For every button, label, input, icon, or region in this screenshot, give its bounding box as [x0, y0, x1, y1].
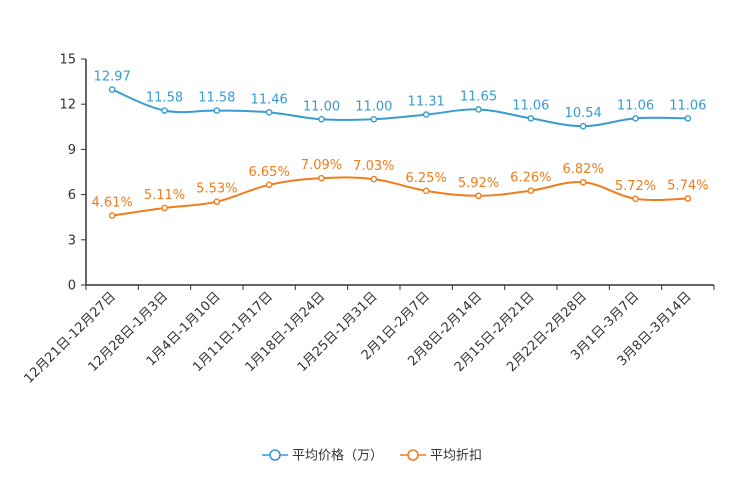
data-label: 7.03%: [353, 159, 394, 174]
series-average-discount: 4.61% 5.11% 5.53% 6.65% 7.09% 7.03% 6.25% 5.92%…: [92, 158, 708, 219]
legend-item-average-discount: 平均折扣: [400, 449, 482, 464]
data-point: [632, 195, 639, 203]
data-point: [265, 181, 273, 189]
data-point: [318, 174, 325, 182]
series-layer: 12.97 11.58 11.58 11.46 11.00 11.00 11.31 11.65…: [92, 70, 708, 219]
data-label: 12.97: [94, 70, 131, 85]
data-point: [161, 107, 168, 114]
data-label: 11.46: [251, 92, 288, 107]
y-tick-label: 3: [68, 233, 76, 248]
legend-item-average-price: 平均价格（万）: [262, 448, 383, 464]
data-point: [161, 204, 168, 212]
data-label: 11.06: [669, 98, 706, 113]
data-point: [579, 122, 587, 130]
data-point: [422, 187, 430, 195]
data-label: 5.74%: [667, 179, 708, 194]
series-line: [112, 176, 688, 217]
data-point: [370, 115, 378, 123]
data-point: [475, 106, 482, 113]
data-label: 11.00: [303, 99, 340, 114]
series-average-price: 12.97 11.58 11.58 11.46 11.00 11.00 11.31 11.65…: [94, 70, 706, 130]
data-label: 6.82%: [563, 162, 604, 177]
y-tick-label: 6: [68, 188, 76, 203]
data-point: [108, 212, 116, 219]
y-tick-label: 15: [59, 53, 76, 68]
x-tick-label: 12月21日-12月27日: [22, 289, 119, 386]
data-label: 6.25%: [406, 171, 447, 186]
data-point: [684, 115, 692, 122]
data-label: 6.65%: [249, 165, 290, 180]
data-label: 11.00: [355, 99, 392, 114]
data-label: 5.92%: [458, 176, 499, 191]
data-point: [370, 175, 378, 183]
series-line: [111, 88, 688, 128]
data-label: 10.54: [565, 106, 602, 121]
legend-label: 平均折扣: [430, 449, 482, 464]
data-label: 5.11%: [144, 188, 185, 203]
data-label: 11.31: [408, 95, 445, 110]
data-label: 11.58: [146, 91, 183, 106]
legend-marker: [269, 449, 281, 461]
data-point: [318, 115, 325, 123]
data-point: [527, 115, 535, 122]
data-point: [265, 109, 273, 116]
data-label: 6.26%: [510, 171, 551, 186]
data-label: 11.06: [617, 98, 654, 113]
y-tick-label: 12: [59, 98, 76, 113]
data-label: 7.09%: [301, 158, 342, 173]
legend-label: 平均价格（万）: [292, 448, 383, 464]
data-label: 11.65: [460, 89, 497, 104]
data-point: [213, 198, 221, 205]
data-point: [475, 192, 482, 200]
y-tick-label: 9: [68, 143, 76, 158]
y-tick-label: 0: [68, 279, 76, 294]
data-point: [527, 187, 535, 194]
data-point: [632, 115, 639, 122]
chart-legend: 平均价格（万） 平均折扣: [262, 448, 482, 464]
data-label: 5.53%: [196, 182, 237, 197]
data-point: [213, 107, 221, 114]
data-point: [579, 178, 587, 186]
data-label: 11.58: [198, 91, 235, 106]
data-label: 4.61%: [92, 196, 133, 211]
legend-marker: [407, 449, 419, 461]
data-point: [422, 111, 430, 118]
data-point: [684, 195, 692, 202]
data-point: [108, 86, 116, 93]
data-label: 11.06: [512, 98, 549, 113]
data-label: 5.72%: [615, 179, 656, 194]
